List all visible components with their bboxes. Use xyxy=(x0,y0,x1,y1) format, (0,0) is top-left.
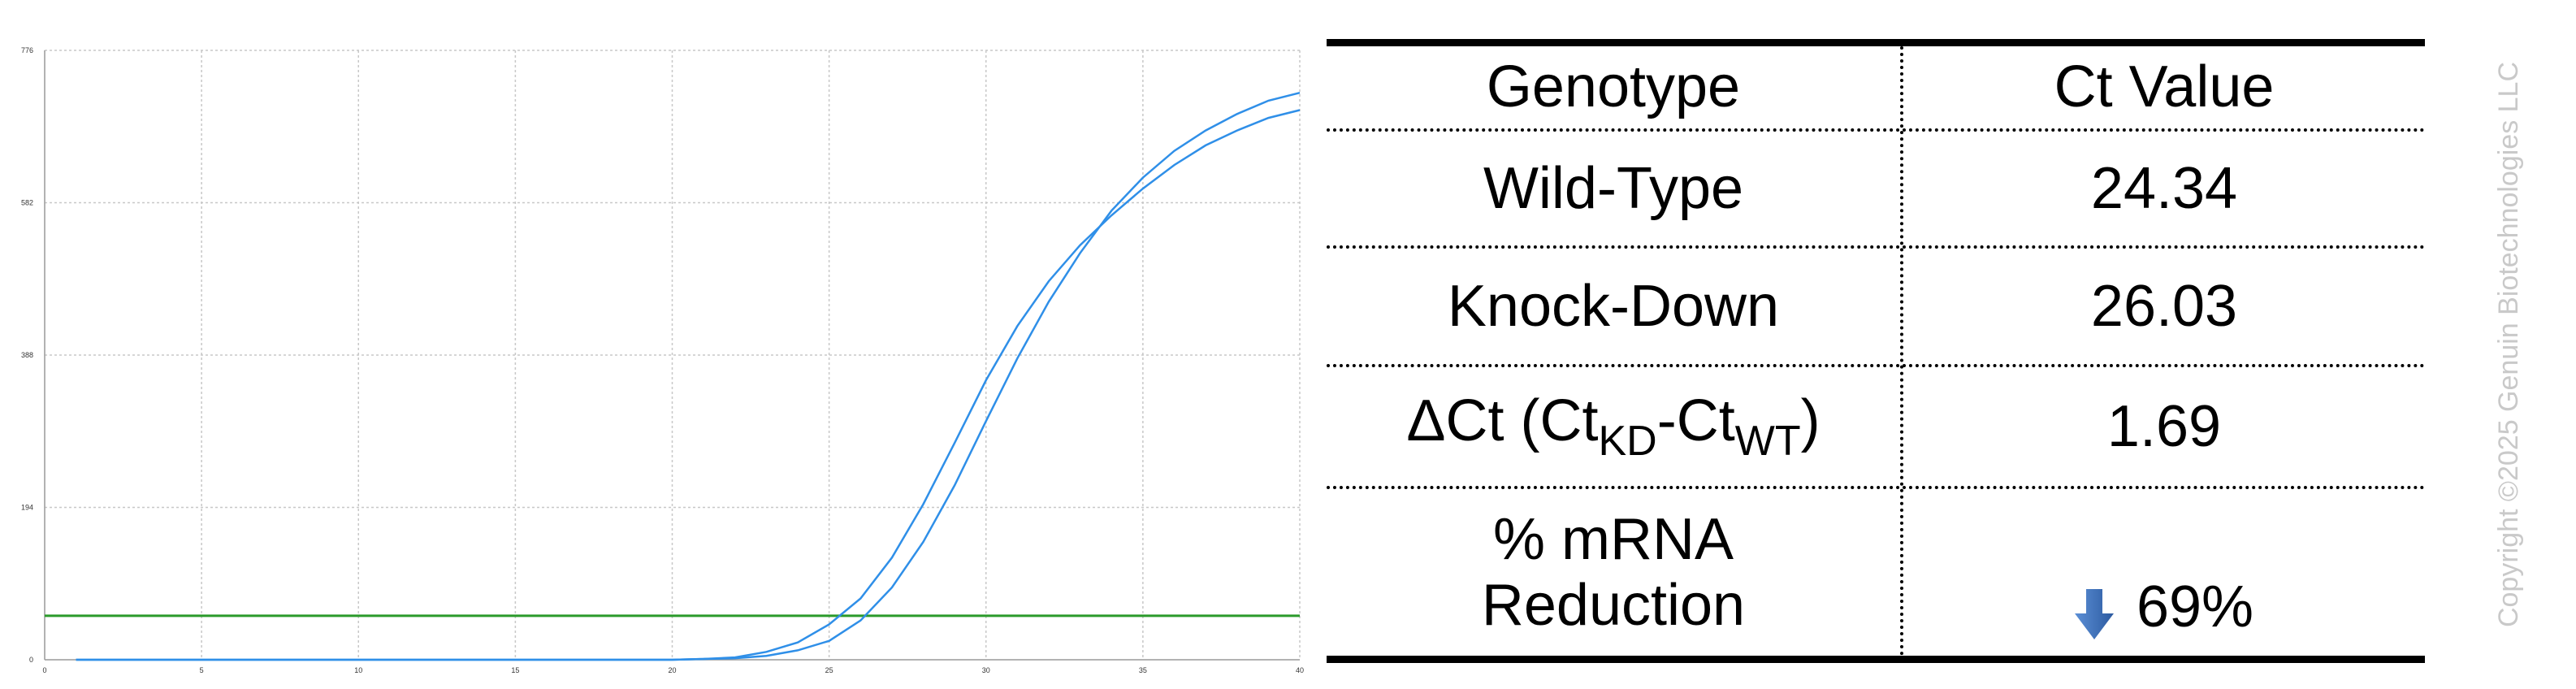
table-row-divider xyxy=(1327,245,2425,249)
x-tick-label: 35 xyxy=(1139,666,1147,674)
y-tick-label: 776 xyxy=(21,46,33,54)
y-tick-label: 0 xyxy=(29,656,33,664)
x-tick-label: 0 xyxy=(42,666,46,674)
chart-tick-labels: 0 5 10 15 20 25 30 35 40 0 194 388 582 776 xyxy=(21,46,1304,674)
delta-ct-suffix: ) xyxy=(1800,388,1821,453)
amplification-chart: 0 5 10 15 20 25 30 35 40 0 194 388 582 776 xyxy=(21,46,1304,674)
ct-value-table: Genotype Ct Value Wild-Type 24.34 Knock-… xyxy=(1327,39,2425,663)
header-ct-value: Ct Value xyxy=(2054,54,2275,120)
y-tick-label: 582 xyxy=(21,199,33,207)
table-bottom-rule xyxy=(1327,656,2425,663)
x-tick-label: 25 xyxy=(825,666,833,674)
x-tick-label: 10 xyxy=(354,666,362,674)
reduction-value: 69% xyxy=(2136,574,2254,640)
amplification-curve-2 xyxy=(76,91,1301,661)
x-tick-label: 30 xyxy=(982,666,990,674)
amplification-curve-1 xyxy=(76,109,1301,661)
delta-ct-mid: -Ct xyxy=(1656,388,1735,453)
table-top-rule xyxy=(1327,39,2425,46)
row-value-mrna-reduction: 69% xyxy=(1903,559,2425,656)
y-tick-label: 194 xyxy=(21,504,33,512)
row-value-wild-type: 24.34 xyxy=(2090,155,2238,221)
x-tick-label: 40 xyxy=(1296,666,1304,674)
chart-grid xyxy=(45,50,1301,660)
down-arrow-icon xyxy=(2074,588,2114,639)
row-label-mrna-reduction: % mRNA Reduction xyxy=(1327,489,1900,656)
x-tick-label: 20 xyxy=(668,666,676,674)
row-value-knock-down: 26.03 xyxy=(2090,273,2238,339)
chart-series xyxy=(76,91,1301,661)
header-genotype: Genotype xyxy=(1486,54,1741,120)
delta-ct-sub-kd: KD xyxy=(1598,417,1657,465)
y-tick-label: 388 xyxy=(21,351,33,359)
reduction-label-line1: % mRNA xyxy=(1492,506,1734,572)
x-tick-label: 5 xyxy=(200,666,204,674)
table-row-divider xyxy=(1327,128,2425,132)
table-row-divider xyxy=(1327,364,2425,367)
table-row-divider xyxy=(1327,486,2425,489)
reduction-label-line2: Reduction xyxy=(1481,572,1746,638)
row-label-delta-ct: ΔCt (CtKD-CtWT) xyxy=(1327,367,1900,486)
row-label-wild-type: Wild-Type xyxy=(1483,155,1744,221)
delta-ct-sub-wt: WT xyxy=(1734,417,1801,465)
row-value-delta-ct: 1.69 xyxy=(2106,393,2222,459)
x-tick-label: 15 xyxy=(511,666,519,674)
delta-ct-prefix: ΔCt (Ct xyxy=(1406,388,1599,453)
copyright-notice: Copyright ©2025 Genuin Biotechnologies L… xyxy=(2493,61,2524,628)
row-label-knock-down: Knock-Down xyxy=(1447,273,1780,339)
table-column-divider xyxy=(1900,46,1903,656)
